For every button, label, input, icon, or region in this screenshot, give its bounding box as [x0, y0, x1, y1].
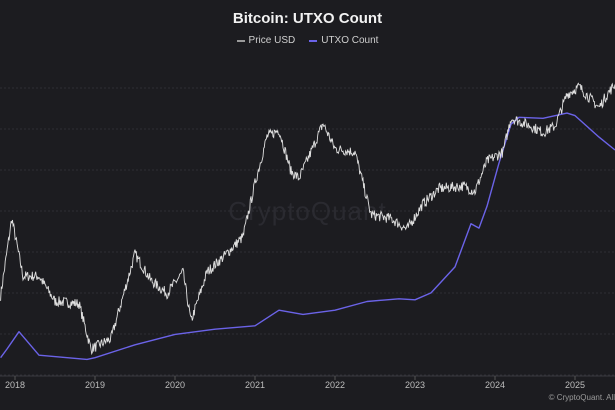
legend-label-utxo: UTXO Count — [321, 35, 379, 46]
legend-swatch-utxo — [309, 39, 318, 42]
x-tick-label: 2020 — [165, 380, 185, 390]
chart-title: Bitcoin: UTXO Count — [232, 10, 383, 27]
x-tick-label: 2025 — [565, 380, 585, 390]
credit-text: © CryptoQuant. All — [548, 393, 615, 402]
x-tick-label: 2018 — [5, 380, 25, 390]
legend-swatch-price — [236, 39, 245, 42]
x-tick-label: 2023 — [405, 380, 425, 390]
x-tick-label: 2019 — [85, 380, 105, 390]
x-tick-label: 2021 — [245, 380, 265, 390]
x-tick-label: 2022 — [325, 380, 345, 390]
x-tick-label: 2024 — [485, 380, 505, 390]
price-usd-line — [0, 82, 615, 356]
legend-item-price[interactable]: Price USD — [236, 35, 296, 46]
legend-label-price: Price USD — [248, 35, 296, 46]
legend-item-utxo[interactable]: UTXO Count — [309, 35, 378, 46]
legend: Price USD UTXO Count — [0, 35, 615, 46]
utxo-count-line — [0, 112, 615, 361]
watermark: CryptoQuant — [228, 196, 387, 226]
